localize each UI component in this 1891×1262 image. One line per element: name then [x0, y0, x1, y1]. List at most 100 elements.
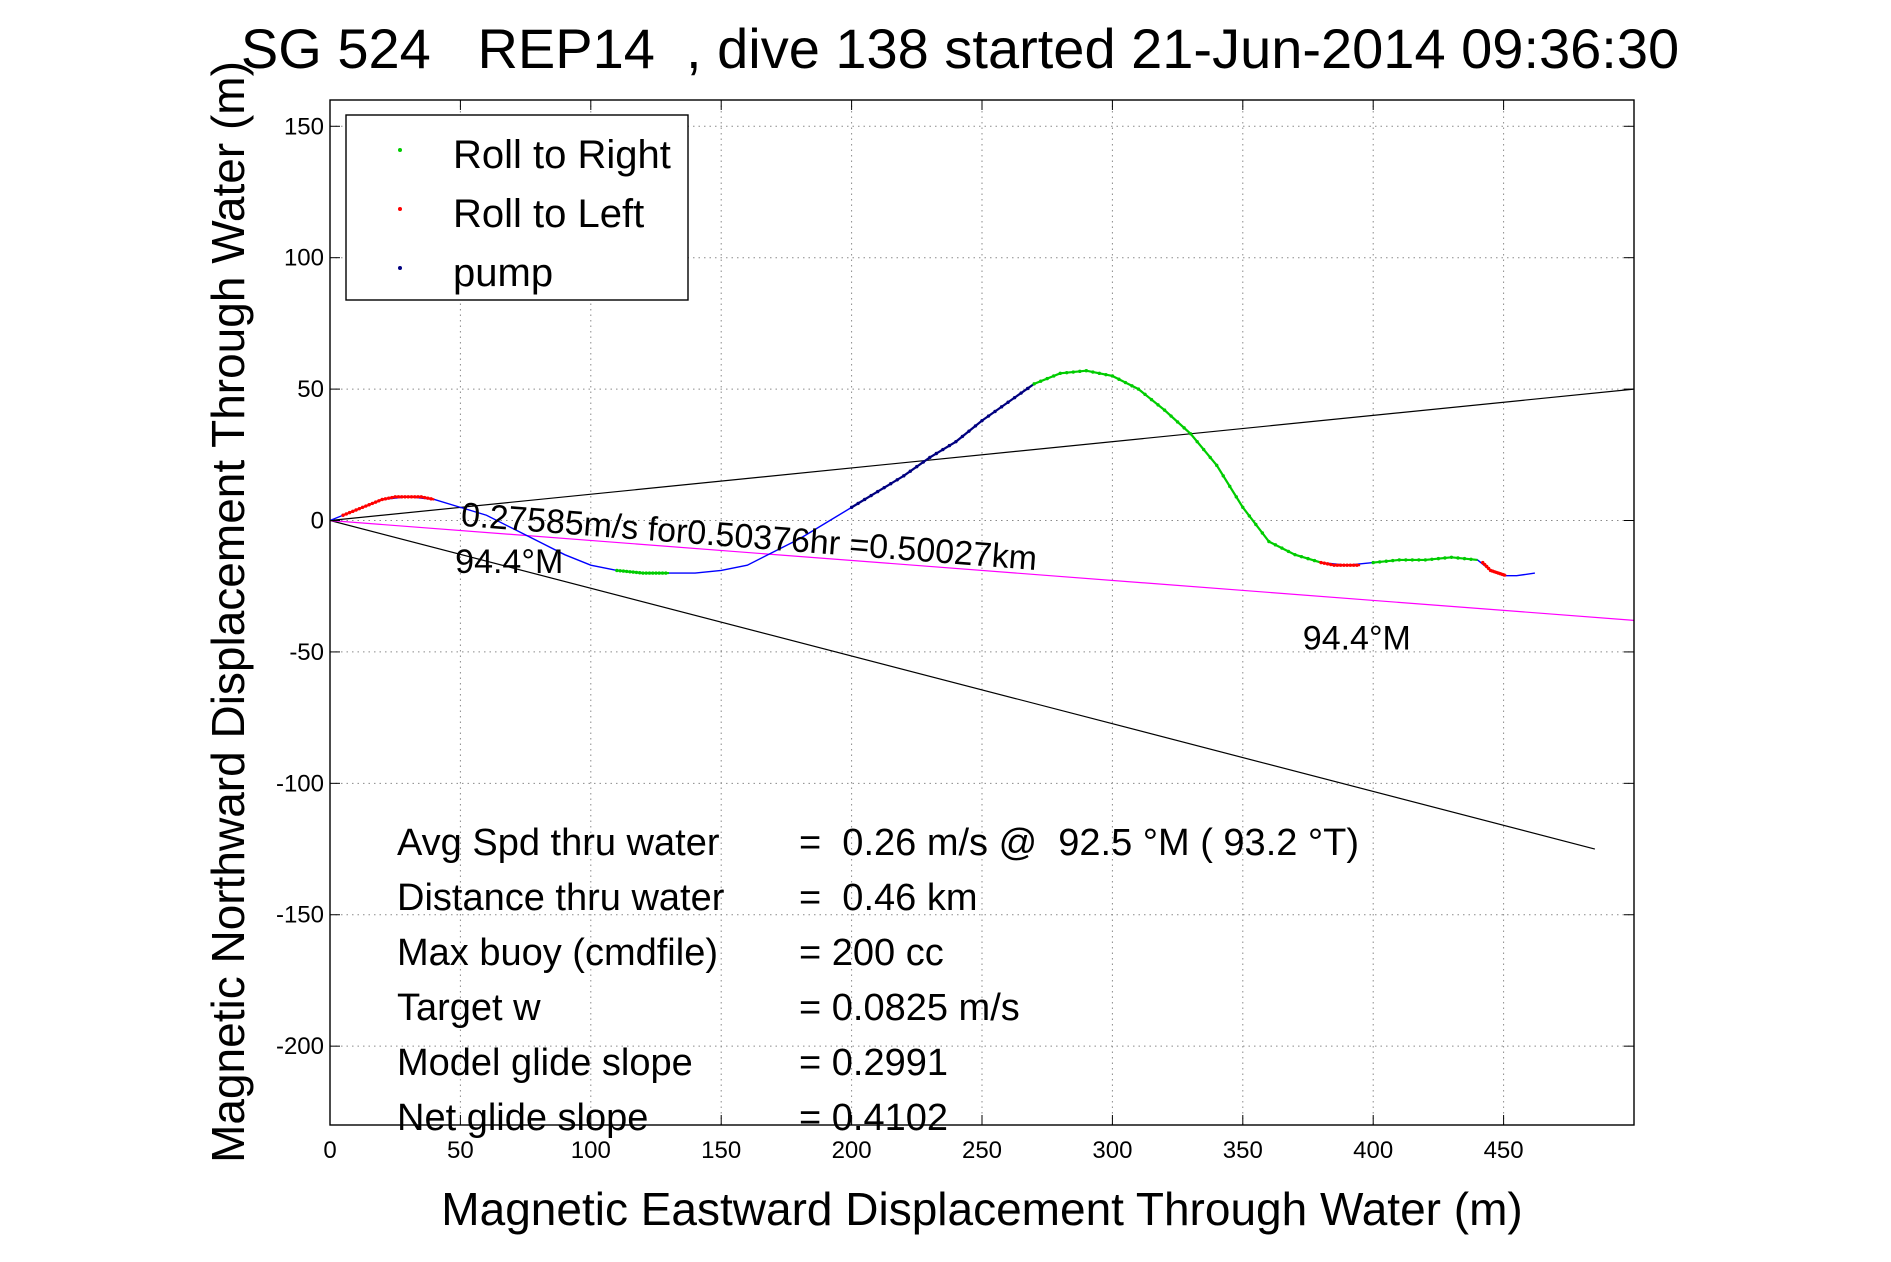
track-point-roll-to-right — [1104, 372, 1108, 377]
track-point-pump — [993, 409, 997, 414]
track-point-pump — [954, 439, 958, 444]
track-point-roll-to-right — [1175, 420, 1180, 424]
track-point-roll-to-left — [351, 509, 355, 514]
track-point-pump — [921, 460, 926, 464]
track-point-roll-to-right — [1188, 432, 1193, 436]
track-point-roll-to-right — [1065, 370, 1069, 375]
stat-label: Model glide slope — [397, 1042, 693, 1084]
legend-marker-roll-right — [398, 148, 402, 152]
track-point-roll-to-right — [1469, 557, 1473, 561]
track-point-roll-to-right — [1071, 370, 1075, 374]
track-point-roll-to-left — [1338, 563, 1343, 567]
track-point-roll-to-right — [651, 571, 655, 575]
track-point-roll-to-right — [1195, 439, 1199, 444]
track-point-roll-to-left — [1329, 562, 1333, 567]
track-point-pump — [1012, 395, 1017, 400]
track-layer — [330, 369, 1535, 577]
track-point-roll-to-right — [1169, 414, 1173, 418]
track-point-roll-to-right — [1306, 556, 1310, 561]
reference-lines — [330, 388, 1634, 850]
track-point-roll-to-right — [1273, 543, 1278, 547]
track-point-pump — [856, 501, 860, 506]
track-point-roll-to-right — [1254, 522, 1258, 527]
track-point-roll-to-right — [1436, 556, 1441, 561]
track-point-roll-to-left — [377, 499, 381, 503]
track-point-roll-to-right — [634, 570, 639, 575]
track-point-roll-to-left — [357, 506, 362, 511]
track-point-roll-to-right — [1241, 505, 1245, 510]
y-tick-label: -200 — [276, 1033, 324, 1060]
track-point-roll-to-left — [1332, 563, 1336, 567]
x-tick-label: 250 — [962, 1137, 1002, 1164]
legend-label-pump: pump — [453, 251, 553, 295]
track-point-pump — [928, 455, 932, 460]
track-point-roll-to-left — [367, 503, 371, 507]
track-point-roll-to-right — [654, 571, 658, 575]
track-point-roll-to-right — [1110, 374, 1115, 378]
track-point-roll-to-right — [1410, 558, 1415, 562]
track-point-roll-to-right — [624, 569, 629, 574]
track-point-pump — [869, 493, 873, 498]
upper-bound-line — [330, 388, 1634, 522]
track-point-pump — [1006, 400, 1010, 404]
track-point-roll-to-left — [416, 495, 420, 499]
track-point-pump — [960, 434, 965, 439]
track-point-roll-to-left — [1322, 561, 1327, 565]
track-point-roll-to-left — [1342, 563, 1346, 567]
stat-label: Target w — [397, 987, 541, 1029]
y-tick-label: 0 — [311, 508, 324, 535]
annotation-text: 94.4°M — [455, 543, 563, 581]
track-point-roll-to-right — [1208, 455, 1212, 460]
x-tick-label: 100 — [571, 1137, 611, 1164]
track-point-pump — [862, 497, 867, 502]
stat-value: = 200 cc — [799, 932, 944, 974]
legend-label-roll-left: Roll to Left — [453, 192, 644, 236]
track-point-roll-to-left — [390, 495, 394, 500]
track-point-pump — [999, 405, 1004, 409]
track-point-roll-to-right — [1397, 558, 1401, 562]
track-point-roll-to-left — [380, 497, 384, 502]
track-point-roll-to-right — [628, 570, 632, 574]
track-point-roll-to-left — [373, 500, 378, 504]
stat-label: Max buoy (cmdfile) — [397, 932, 718, 974]
x-tick-label: 150 — [701, 1137, 741, 1164]
legend-marker-pump — [398, 266, 402, 270]
track-point-roll-to-right — [1391, 558, 1395, 563]
track-point-pump — [934, 451, 939, 456]
track-point-roll-to-right — [618, 569, 622, 573]
track-point-roll-to-right — [644, 571, 648, 575]
track-point-roll-to-right — [1247, 514, 1252, 518]
track-point-roll-to-right — [1293, 552, 1297, 557]
track-point-roll-to-right — [1143, 392, 1147, 397]
track-point-roll-to-right — [1156, 403, 1160, 407]
y-tick-label: -100 — [276, 770, 324, 797]
track-point-pump — [915, 464, 919, 469]
x-tick-label: 0 — [323, 1137, 336, 1164]
track-point-roll-to-right — [1371, 560, 1375, 565]
track-point-roll-to-right — [1260, 531, 1265, 535]
track-point-roll-to-left — [360, 505, 365, 510]
x-tick-label: 350 — [1223, 1137, 1263, 1164]
track-point-roll-to-left — [383, 497, 388, 501]
track-point-roll-to-right — [1462, 556, 1467, 561]
x-tick-label: 400 — [1353, 1137, 1393, 1164]
track-point-pump — [889, 482, 893, 486]
track-point-pump — [967, 429, 971, 433]
track-point-roll-to-right — [1182, 426, 1186, 430]
track-point-roll-to-right — [1117, 377, 1121, 381]
track-point-roll-to-left — [422, 495, 427, 500]
track-point-pump — [947, 443, 952, 448]
track-point-pump — [1019, 391, 1023, 395]
track-point-roll-to-right — [1312, 558, 1317, 563]
stat-value: = 0.2991 — [799, 1042, 948, 1084]
track-point-roll-to-left — [354, 508, 358, 512]
track-point-roll-to-right — [1378, 560, 1382, 564]
track-point-roll-to-left — [370, 501, 375, 506]
track-point-roll-to-left — [347, 510, 352, 515]
track-point-roll-to-right — [1228, 484, 1232, 489]
track-point-roll-to-left — [400, 495, 404, 499]
track-point-roll-to-right — [1084, 369, 1089, 373]
track-point-roll-to-left — [386, 496, 391, 500]
y-tick-label: 50 — [297, 376, 324, 403]
